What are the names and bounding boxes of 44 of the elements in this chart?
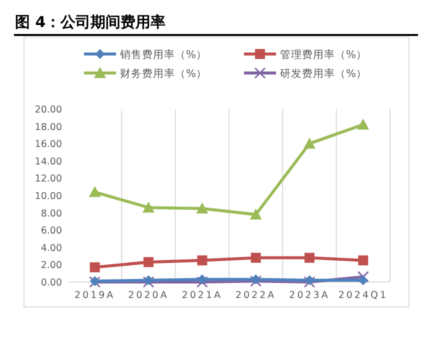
point: [250, 275, 262, 287]
legend-label: 研发费用率（%）: [280, 67, 367, 80]
point: [196, 202, 208, 214]
point: [358, 275, 368, 286]
point: [197, 255, 208, 266]
y-tick-label: 0.00: [40, 278, 62, 288]
y-tick-label: 14.00: [34, 156, 62, 168]
x-tick-label: 2023A: [289, 290, 330, 301]
y-tick-label: 20.00: [34, 104, 62, 116]
point: [88, 186, 101, 198]
point: [250, 208, 262, 220]
point: [357, 271, 369, 283]
legend-label: 管理费用率（%）: [280, 48, 367, 61]
x-tick-label: 2019A: [74, 290, 116, 301]
point: [144, 275, 154, 286]
legend-label: 销售费用率（%）: [119, 48, 207, 61]
x-tick-label: 2021A: [182, 290, 223, 301]
point: [304, 252, 314, 263]
point: [304, 276, 316, 288]
y-tick-label: 8.00: [40, 208, 62, 220]
legend-label: 财务费用率（%）: [120, 67, 207, 80]
point: [250, 252, 261, 263]
y-tick-label: 6.00: [40, 226, 62, 237]
point: [197, 274, 208, 284]
y-tick-label: 12.00: [34, 174, 62, 185]
point: [357, 118, 370, 130]
chart-title: 图 4：公司期间费用率: [15, 13, 166, 31]
point: [142, 202, 154, 213]
point: [304, 138, 316, 149]
point: [304, 275, 314, 286]
y-tick-label: 10.00: [34, 191, 62, 202]
point: [90, 262, 100, 272]
point: [358, 255, 368, 266]
point: [144, 257, 154, 268]
y-tick-label: 4.00: [40, 242, 62, 254]
y-tick-label: 2.00: [40, 260, 62, 272]
point: [142, 276, 154, 288]
x-tick-label: 2022A: [235, 290, 276, 301]
point: [196, 276, 208, 288]
x-tick-label: 2024Q1: [338, 290, 388, 301]
y-tick-label: 16.00: [34, 139, 62, 150]
y-tick-label: 18.00: [34, 122, 62, 133]
x-tick-label: 2020A: [128, 290, 169, 301]
point: [250, 274, 261, 284]
